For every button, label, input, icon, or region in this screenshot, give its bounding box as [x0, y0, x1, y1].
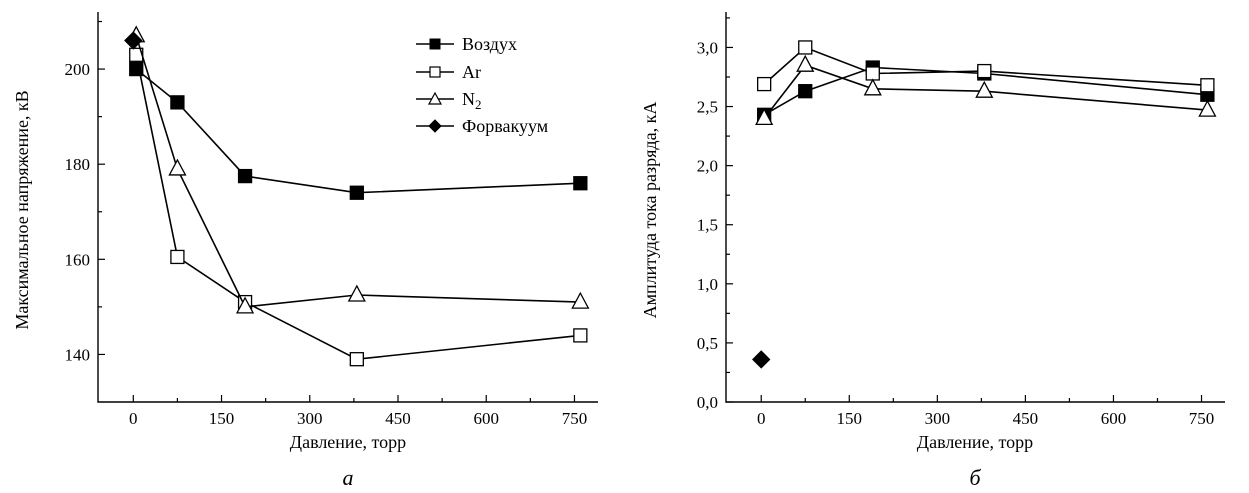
y-tick-label-b: 3,0 [697, 38, 718, 57]
x-tick-label-a: 150 [209, 409, 235, 428]
x-tick-label-b: 600 [1101, 409, 1127, 428]
legend-label-ar: Ar [462, 62, 481, 82]
data-point-ar-b [1200, 78, 1215, 93]
data-point-ar-a [170, 249, 185, 265]
x-tick-label-a: 300 [297, 409, 323, 428]
data-point-n2-b [1198, 99, 1217, 117]
legend-label-air: Воздух [462, 34, 517, 54]
axes-a [97, 12, 598, 403]
y-tick-label-b: 0,5 [697, 334, 718, 353]
data-point-ar-a [573, 328, 588, 343]
data-point-air-a [237, 168, 253, 184]
y-tick-label-a: 140 [65, 345, 91, 364]
y-tick-label-a: 200 [65, 60, 91, 79]
x-tick-label-a: 600 [473, 409, 499, 428]
data-point-forvacuum-a [124, 31, 143, 50]
data-point-ar-b [865, 66, 880, 81]
panel-label-a: а [343, 465, 354, 490]
y-axis-label-b: Амплитуда тока разряда, кА [640, 102, 660, 319]
y-tick-label-b: 1,0 [697, 275, 718, 294]
data-point-ar-b [977, 63, 992, 79]
data-point-n2-a [347, 284, 366, 302]
x-tick-label-a: 450 [385, 409, 411, 428]
data-point-forvacuum-b [752, 350, 771, 369]
data-point-ar-b [757, 76, 772, 92]
x-axis-label-a: Давление, торр [290, 432, 406, 452]
x-tick-label-b: 150 [837, 409, 863, 428]
data-point-n2-a [168, 158, 187, 176]
data-point-n2-b [755, 107, 774, 126]
y-tick-label-b: 2,0 [697, 157, 718, 176]
data-point-n2-a [235, 296, 255, 314]
x-tick-label-b: 750 [1189, 409, 1215, 428]
y-tick-label-b: 1,5 [697, 216, 718, 235]
data-point-n2-b [863, 78, 882, 96]
data-point-n2-b [796, 54, 815, 72]
chart-panel-b: Амплитуда тока разряда, кА Давление, тор… [640, 12, 1225, 490]
y-tick-label-a: 160 [65, 250, 91, 269]
chart-panel-a: Максимальное напряжение, кВ Давление, то… [12, 12, 598, 490]
data-point-air-b [798, 84, 813, 99]
y-tick-label-b: 0,0 [697, 393, 718, 412]
y-tick-label-a: 180 [65, 155, 91, 174]
series-line-ar-a [135, 54, 581, 361]
x-tick-label-b: 300 [925, 409, 951, 428]
legend-item-n2: N2 [416, 89, 482, 112]
legend: Воздух Ar N2 Форвакуум [416, 34, 548, 136]
legend-label-n2: N2 [462, 89, 482, 112]
data-point-n2-a [571, 291, 590, 309]
series-line-n2-a [135, 35, 581, 308]
legend-item-air: Воздух [416, 34, 517, 54]
data-point-air-a [349, 185, 364, 200]
legend-item-forvacuum: Форвакуум [416, 116, 548, 136]
x-tick-label-a: 0 [129, 409, 138, 428]
x-axis-label-b: Давление, торр [917, 432, 1033, 452]
data-point-air-a [170, 95, 185, 110]
data-point-ar-a [349, 352, 364, 367]
x-tick-label-b: 450 [1013, 409, 1039, 428]
panel-label-b: б [969, 465, 981, 490]
data-point-ar-b [798, 40, 813, 55]
y-axis-label-a: Максимальное напряжение, кВ [12, 90, 32, 329]
x-tick-label-b: 0 [757, 409, 766, 428]
x-tick-label-a: 750 [562, 409, 588, 428]
data-point-air-a [573, 176, 588, 191]
y-tick-label-b: 2,5 [697, 98, 718, 117]
legend-item-ar: Ar [416, 62, 481, 82]
data-point-n2-b [975, 80, 994, 98]
legend-label-forvacuum: Форвакуум [462, 116, 548, 136]
